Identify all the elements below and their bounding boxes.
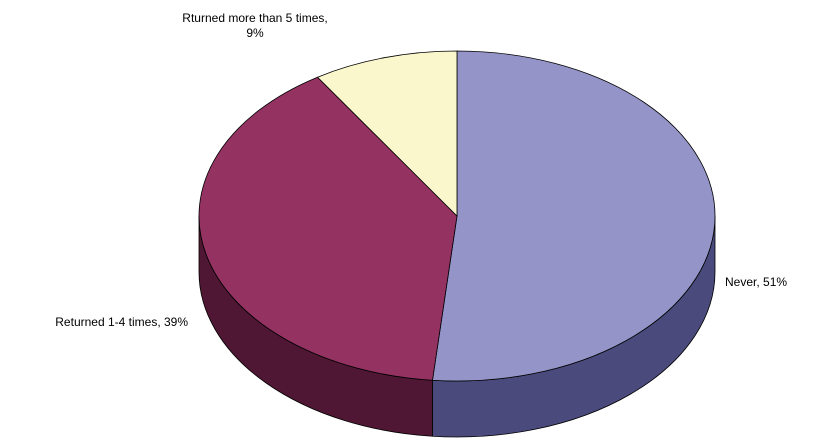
pie-top-faces xyxy=(199,51,715,381)
data-label-line: 9% xyxy=(246,26,264,40)
data-label-never-51: Never, 51% xyxy=(725,275,787,289)
data-label-line: Returned 1-4 times, 39% xyxy=(55,315,188,329)
data-label-rturned-more-than-5-times: Rturned more than 5 times, 9% xyxy=(182,11,327,40)
data-label-returned-1-4-times-39: Returned 1-4 times, 39% xyxy=(55,315,188,329)
data-label-line: Rturned more than 5 times, xyxy=(182,11,327,25)
data-label-line: Never, 51% xyxy=(725,275,787,289)
